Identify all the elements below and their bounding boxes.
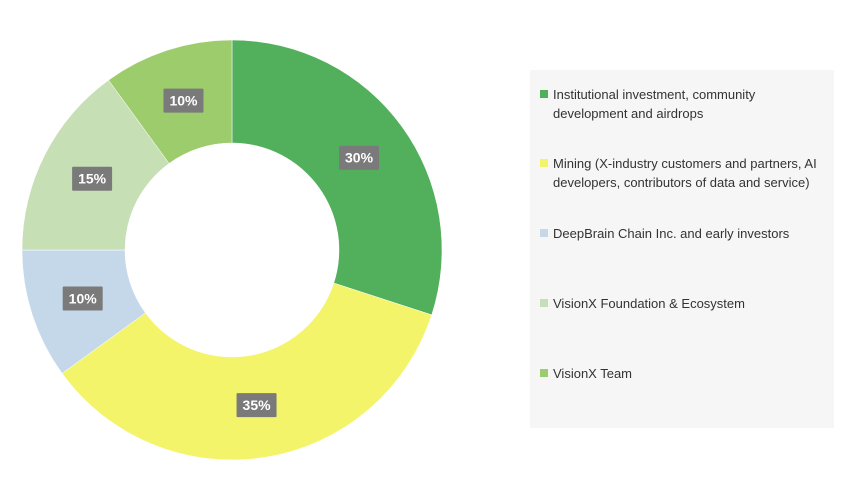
legend-item-institutional: Institutional investment, community deve… [540, 85, 825, 123]
legend-item-foundation: VisionX Foundation & Ecosystem [540, 294, 825, 313]
slice-value-labels: 30% 35% 10% 15% 10% [62, 88, 380, 418]
donut-slice [21, 79, 170, 251]
legend: Institutional investment, community deve… [530, 70, 834, 428]
legend-swatch [540, 299, 548, 307]
slice-value-text: 10% [69, 291, 98, 307]
legend-label: DeepBrain Chain Inc. and early investors [553, 226, 790, 241]
slice-value-label: 10% [163, 88, 204, 113]
slice-value-text: 30% [345, 150, 374, 166]
donut-slices [21, 39, 443, 461]
legend-swatch [540, 159, 548, 167]
slice-value-text: 35% [243, 397, 272, 413]
slice-value-label: 30% [339, 145, 380, 170]
legend-label: Mining (X-industry customers and partner… [553, 156, 817, 190]
slice-value-label: 10% [62, 286, 103, 311]
legend-item-deepbrain: DeepBrain Chain Inc. and early investors [540, 224, 825, 243]
label-background [163, 88, 204, 113]
legend-item-team: VisionX Team [540, 364, 825, 383]
legend-label: VisionX Team [553, 366, 633, 381]
legend-item-mining: Mining (X-industry customers and partner… [540, 154, 825, 192]
slice-value-label: 15% [72, 166, 113, 191]
slice-value-text: 15% [78, 171, 107, 187]
slice-value-text: 10% [169, 93, 198, 109]
legend-label: Institutional investment, community deve… [553, 87, 756, 121]
label-background [62, 286, 103, 311]
label-background [236, 393, 277, 418]
label-background [72, 166, 113, 191]
slice-value-label: 35% [236, 393, 277, 418]
legend-swatch [540, 90, 548, 98]
legend-label: VisionX Foundation & Ecosystem [553, 296, 745, 311]
legend-swatch [540, 229, 548, 237]
label-background [339, 145, 380, 170]
donut-slice [231, 39, 443, 316]
legend-swatch [540, 369, 548, 377]
donut-slice [61, 282, 433, 461]
